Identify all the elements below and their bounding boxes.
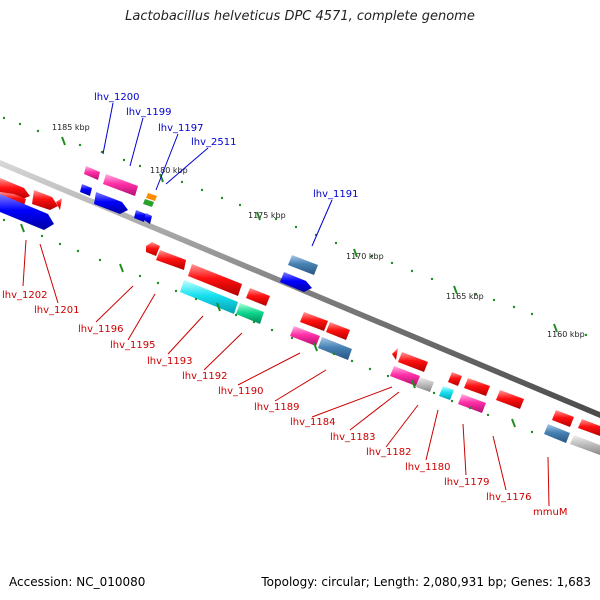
tick-label: 1170 kbp xyxy=(346,252,384,261)
gene-arrow xyxy=(416,377,434,392)
gene-arrow xyxy=(84,166,100,180)
gene-label-bottom[interactable]: lhv_1202 xyxy=(2,290,47,301)
gene-arrow xyxy=(236,303,264,324)
gene-arrow xyxy=(439,386,454,400)
gene-label-bottom[interactable]: lhv_1193 xyxy=(147,356,192,367)
tick-ring-outer xyxy=(2,116,588,337)
gene-label-top[interactable]: lhv_1191 xyxy=(313,189,358,200)
gene-label-bottom[interactable]: lhv_1190 xyxy=(218,386,263,397)
gene-label-bottom[interactable]: lhv_1184 xyxy=(290,417,335,428)
reverse-genes xyxy=(0,184,600,455)
gene-label-bottom[interactable]: lhv_1195 xyxy=(110,340,155,351)
gene-arrow xyxy=(300,312,328,331)
gene-label-bottom[interactable]: lhv_1201 xyxy=(34,305,79,316)
gene-arrow xyxy=(280,272,312,292)
tick-marks-outer xyxy=(61,136,558,333)
gene-arrow xyxy=(448,372,462,386)
gene-label-bottom[interactable]: lhv_1182 xyxy=(366,447,411,458)
gene-arrow xyxy=(570,435,600,455)
accession-text: Accession: NC_010080 xyxy=(9,575,146,589)
gene-arrow xyxy=(390,366,420,386)
gene-arrow xyxy=(290,326,320,346)
gene-arrow xyxy=(458,394,486,413)
gene-label-bottom[interactable]: lhv_1189 xyxy=(254,402,299,413)
gene-arrow xyxy=(156,250,186,270)
gene-label-bottom[interactable]: lhv_1196 xyxy=(78,324,123,335)
gene-arrow xyxy=(146,242,160,256)
gene-arrow xyxy=(56,198,62,210)
gene-arrow xyxy=(578,419,600,436)
top-label-leaders xyxy=(102,102,333,247)
gene-arrow xyxy=(552,410,574,427)
gene-arrow xyxy=(103,174,138,196)
gene-label-bottom[interactable]: lhv_1176 xyxy=(486,492,531,503)
gene-label-top[interactable]: lhv_1199 xyxy=(126,107,171,118)
gene-label-top[interactable]: lhv_1197 xyxy=(158,123,203,134)
gene-arrow xyxy=(146,193,157,201)
gene-arrow xyxy=(0,194,54,230)
gene-label-bottom[interactable]: mmuM xyxy=(533,507,567,518)
gene-arrow xyxy=(326,322,350,340)
gene-arrow xyxy=(144,213,152,224)
tick-ring-inner xyxy=(2,218,534,434)
gene-arrow xyxy=(544,424,570,443)
gene-label-top[interactable]: lhv_2511 xyxy=(191,137,236,148)
gene-arrow xyxy=(496,390,524,409)
tick-label: 1165 kbp xyxy=(446,292,484,301)
tick-label: 1180 kbp xyxy=(150,166,188,175)
gene-arrow xyxy=(188,264,242,296)
gene-arrow xyxy=(32,190,58,210)
tick-marks-inner xyxy=(20,223,516,428)
gene-arrow xyxy=(180,280,238,314)
gene-arrow xyxy=(80,184,92,196)
bottom-label-leaders xyxy=(22,239,550,507)
gene-label-bottom[interactable]: lhv_1180 xyxy=(405,462,450,473)
tick-label: 1175 kbp xyxy=(248,211,286,220)
gene-label-bottom[interactable]: lhv_1179 xyxy=(444,477,489,488)
tick-label: 1160 kbp xyxy=(547,330,585,339)
gene-arrow xyxy=(392,348,398,360)
gene-arrow xyxy=(464,378,490,396)
gene-arrow xyxy=(134,210,146,222)
topology-text: Topology: circular; Length: 2,080,931 bp… xyxy=(261,575,591,589)
gene-label-bottom[interactable]: lhv_1183 xyxy=(330,432,375,443)
gene-arrow xyxy=(398,352,428,372)
tick-label: 1185 kbp xyxy=(52,123,90,132)
gene-arrow xyxy=(246,288,270,306)
forward-genes xyxy=(0,166,318,275)
gene-label-bottom[interactable]: lhv_1192 xyxy=(182,371,227,382)
gene-arrow xyxy=(318,337,352,360)
gene-arrow xyxy=(143,199,154,207)
gene-arrow xyxy=(288,255,318,275)
gene-arrow xyxy=(94,192,128,214)
map-title: Lactobacillus helveticus DPC 4571, compl… xyxy=(125,9,475,24)
gene-label-top[interactable]: lhv_1200 xyxy=(94,92,139,103)
